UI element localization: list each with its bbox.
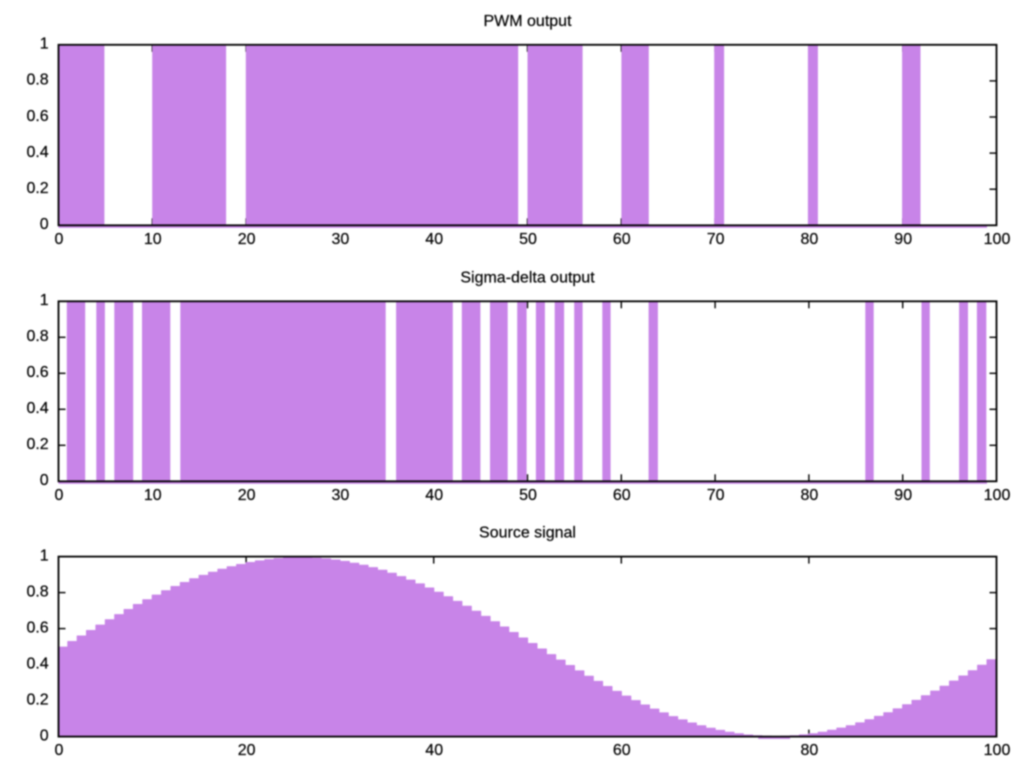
svg-text:0: 0 bbox=[55, 742, 64, 759]
svg-text:1: 1 bbox=[40, 292, 49, 309]
svg-text:90: 90 bbox=[894, 487, 912, 504]
svg-text:60: 60 bbox=[613, 742, 631, 759]
svg-text:30: 30 bbox=[332, 487, 350, 504]
svg-text:90: 90 bbox=[894, 231, 912, 248]
svg-text:1: 1 bbox=[40, 547, 49, 564]
svg-text:0.8: 0.8 bbox=[26, 72, 48, 89]
svg-text:40: 40 bbox=[425, 742, 443, 759]
svg-text:70: 70 bbox=[707, 231, 725, 248]
svg-text:10: 10 bbox=[144, 487, 162, 504]
svg-text:50: 50 bbox=[519, 487, 537, 504]
svg-text:0.6: 0.6 bbox=[26, 108, 48, 125]
svg-text:0.4: 0.4 bbox=[26, 144, 48, 161]
svg-text:80: 80 bbox=[801, 742, 819, 759]
svg-text:0.6: 0.6 bbox=[26, 364, 48, 381]
svg-text:0.6: 0.6 bbox=[26, 619, 48, 636]
svg-text:0.2: 0.2 bbox=[26, 691, 48, 708]
svg-text:Sigma-delta output: Sigma-delta output bbox=[460, 270, 595, 287]
svg-text:60: 60 bbox=[613, 231, 631, 248]
svg-text:0: 0 bbox=[55, 487, 64, 504]
svg-text:80: 80 bbox=[801, 487, 819, 504]
svg-text:0.8: 0.8 bbox=[26, 583, 48, 600]
svg-text:0: 0 bbox=[40, 727, 49, 744]
svg-text:100: 100 bbox=[984, 231, 1011, 248]
svg-text:100: 100 bbox=[984, 487, 1011, 504]
svg-text:50: 50 bbox=[519, 231, 537, 248]
svg-text:PWM output: PWM output bbox=[483, 13, 572, 30]
svg-text:0.4: 0.4 bbox=[26, 655, 48, 672]
svg-text:70: 70 bbox=[707, 487, 725, 504]
svg-text:0: 0 bbox=[40, 472, 49, 489]
svg-text:60: 60 bbox=[613, 487, 631, 504]
svg-text:40: 40 bbox=[425, 487, 443, 504]
svg-text:0.4: 0.4 bbox=[26, 400, 48, 417]
svg-text:1: 1 bbox=[40, 36, 49, 53]
svg-text:20: 20 bbox=[238, 231, 256, 248]
svg-text:100: 100 bbox=[984, 742, 1011, 759]
svg-text:0: 0 bbox=[55, 231, 64, 248]
svg-text:Source signal: Source signal bbox=[479, 525, 576, 542]
svg-text:0.2: 0.2 bbox=[26, 436, 48, 453]
svg-text:0.2: 0.2 bbox=[26, 180, 48, 197]
svg-text:0: 0 bbox=[40, 216, 49, 233]
svg-text:20: 20 bbox=[238, 742, 256, 759]
svg-text:30: 30 bbox=[332, 231, 350, 248]
svg-text:20: 20 bbox=[238, 487, 256, 504]
svg-text:40: 40 bbox=[425, 231, 443, 248]
svg-text:10: 10 bbox=[144, 231, 162, 248]
svg-text:80: 80 bbox=[801, 231, 819, 248]
svg-text:0.8: 0.8 bbox=[26, 328, 48, 345]
